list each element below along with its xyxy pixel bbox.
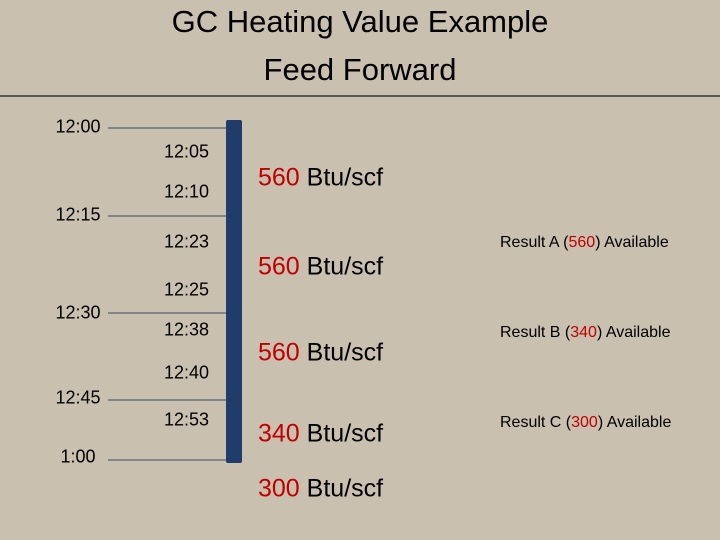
- mid-time: 12:25: [164, 279, 210, 300]
- reading-value: 560: [258, 163, 300, 192]
- reading-unit: Btu/scf: [306, 338, 384, 367]
- mid-time: 12:40: [164, 362, 210, 383]
- reading: 300 Btu/scf: [258, 475, 383, 504]
- reading-unit: Btu/scf: [306, 474, 384, 503]
- result-suffix: ) Available: [597, 414, 672, 431]
- left-time: 12:00: [55, 116, 101, 137]
- mid-time: 12:05: [164, 141, 210, 162]
- reading: 560 Btu/scf: [258, 253, 383, 282]
- reading: 340 Btu/scf: [258, 420, 383, 449]
- result-prefix: Result A (: [500, 234, 569, 251]
- left-time: 1:00: [60, 446, 96, 467]
- subtitle: Feed Forward: [263, 52, 457, 87]
- reading: 560 Btu/scf: [258, 164, 383, 193]
- result-prefix: Result B (: [500, 324, 571, 341]
- reading: 560 Btu/scf: [258, 339, 383, 368]
- reading-value: 340: [258, 419, 300, 448]
- result: Result A (560) Available: [500, 234, 669, 252]
- reading-unit: Btu/scf: [306, 163, 384, 192]
- result-value: 300: [571, 414, 598, 431]
- reading-value: 560: [258, 252, 300, 281]
- result-suffix: ) Available: [595, 234, 669, 251]
- result-value: 340: [570, 324, 597, 341]
- result-value: 560: [568, 234, 596, 251]
- connectors: [108, 127, 228, 461]
- reading-unit: Btu/scf: [306, 252, 384, 281]
- result: Result C (300) Available: [500, 414, 671, 432]
- reading-value: 560: [258, 338, 300, 367]
- result-suffix: ) Available: [596, 324, 671, 341]
- mid-time: 12:38: [164, 319, 210, 340]
- left-time: 12:30: [55, 302, 101, 323]
- result: Result B (340) Available: [500, 324, 670, 342]
- mid-time: 12:23: [164, 231, 210, 252]
- timeline-bar: [226, 120, 242, 463]
- mid-time: 12:10: [164, 181, 210, 202]
- title: GC Heating Value Example: [171, 4, 549, 39]
- mid-time: 12:53: [164, 409, 210, 430]
- result-prefix: Result C (: [500, 414, 572, 431]
- reading-value: 300: [258, 474, 300, 503]
- reading-unit: Btu/scf: [306, 419, 384, 448]
- left-time: 12:45: [55, 387, 101, 408]
- left-time: 12:15: [55, 204, 101, 225]
